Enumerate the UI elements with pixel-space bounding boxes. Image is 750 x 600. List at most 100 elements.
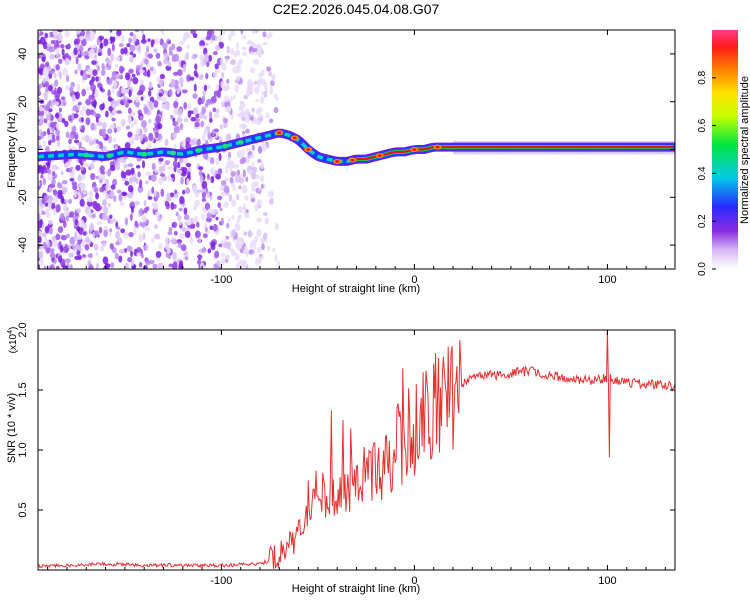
noise-speck <box>124 180 130 186</box>
noise-speck <box>240 30 244 35</box>
noise-speck <box>204 202 211 211</box>
noise-speck <box>38 214 41 221</box>
top-y-axis-label: Frequency (Hz) <box>6 112 18 188</box>
noise-speck <box>245 148 252 152</box>
noise-speck <box>88 140 94 146</box>
noise-speck <box>107 217 111 224</box>
noise-speck <box>218 243 223 248</box>
noise-speck <box>180 82 184 88</box>
noise-speck <box>107 202 111 208</box>
noise-speck <box>249 116 254 121</box>
noise-speck <box>55 52 61 59</box>
noise-speck <box>215 216 219 221</box>
noise-speck <box>80 30 86 37</box>
noise-speck <box>265 143 270 150</box>
noise-speck <box>262 232 268 240</box>
noise-speck <box>118 255 123 263</box>
noise-speck <box>182 64 187 73</box>
noise-speck <box>127 99 133 104</box>
noise-speck <box>52 189 58 196</box>
colorbar-gradient <box>712 30 738 269</box>
noise-speck <box>254 257 259 266</box>
noise-speck <box>145 260 151 266</box>
noise-speck <box>77 174 82 182</box>
noise-speck <box>213 128 219 133</box>
noise-speck <box>56 265 60 269</box>
noise-speck <box>169 114 174 120</box>
noise-speck <box>85 98 92 106</box>
noise-speck <box>89 36 93 42</box>
y-exponent-power: 4 <box>7 330 14 334</box>
noise-speck <box>192 107 199 115</box>
noise-speck <box>151 202 158 207</box>
noise-speck <box>84 135 90 143</box>
noise-speck <box>85 117 91 126</box>
noise-speck <box>61 48 65 56</box>
noise-speck <box>129 32 134 37</box>
noise-speck <box>202 133 206 142</box>
noise-speck <box>98 226 103 234</box>
noise-speck <box>52 171 56 177</box>
noise-speck <box>235 42 239 51</box>
noise-speck <box>143 199 147 207</box>
noise-speck <box>259 96 265 105</box>
noise-speck <box>45 87 49 93</box>
noise-speck <box>212 51 218 56</box>
noise-speck <box>109 243 114 250</box>
noise-speck <box>102 147 107 152</box>
noise-speck <box>95 76 99 82</box>
noise-speck <box>199 175 204 183</box>
noise-speck <box>64 30 70 38</box>
noise-speck <box>41 210 45 215</box>
noise-speck <box>38 145 42 151</box>
noise-speck <box>257 159 262 163</box>
noise-speck <box>181 226 187 232</box>
noise-speck <box>154 168 158 174</box>
noise-speck <box>150 39 154 48</box>
noise-speck <box>136 252 141 257</box>
ridge-hotspot-core <box>377 154 382 158</box>
noise-speck <box>167 165 173 170</box>
noise-speck <box>39 36 46 45</box>
noise-speck <box>49 248 55 253</box>
noise-speck <box>38 205 44 212</box>
noise-speck <box>47 169 52 175</box>
noise-speck <box>147 38 151 42</box>
noise-speck <box>43 118 48 124</box>
noise-speck <box>232 186 236 192</box>
snr-series-line <box>38 330 675 569</box>
noise-speck <box>223 185 230 194</box>
noise-speck <box>212 223 218 232</box>
noise-speck <box>109 165 116 172</box>
noise-speck <box>238 58 243 65</box>
noise-speck <box>146 45 150 53</box>
noise-speck <box>68 198 73 204</box>
noise-speck <box>105 193 109 200</box>
noise-speck <box>218 34 222 43</box>
noise-speck <box>139 84 146 93</box>
noise-speck <box>56 86 63 94</box>
noise-speck <box>209 111 213 120</box>
noise-speck <box>120 86 125 94</box>
noise-speck <box>251 161 255 169</box>
noise-speck <box>201 247 207 253</box>
noise-speck <box>199 45 205 50</box>
noise-speck <box>178 263 184 269</box>
noise-speck <box>168 50 173 56</box>
noise-speck <box>241 116 246 122</box>
noise-speck <box>84 244 90 251</box>
noise-speck <box>140 60 146 65</box>
noise-speck <box>144 244 149 251</box>
noise-speck <box>224 165 229 174</box>
noise-speck <box>231 199 236 208</box>
noise-speck <box>230 171 237 178</box>
noise-speck <box>212 107 217 113</box>
noise-speck <box>147 53 154 59</box>
noise-speck <box>51 263 55 269</box>
noise-speck <box>181 89 188 94</box>
noise-speck <box>109 214 113 220</box>
noise-speck <box>153 99 159 108</box>
noise-speck <box>274 254 278 262</box>
noise-speck <box>177 108 183 117</box>
noise-speck <box>82 105 87 112</box>
